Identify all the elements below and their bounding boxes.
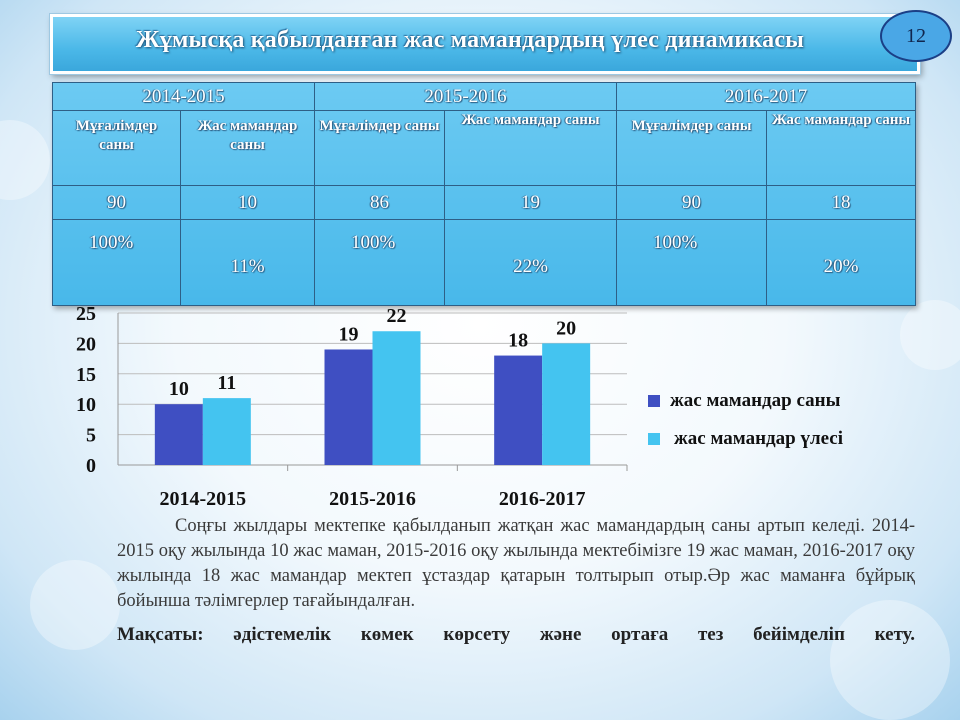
table-year-cell: 2015-2016	[314, 82, 618, 111]
y-tick-label: 5	[86, 425, 96, 447]
y-tick-label: 0	[86, 455, 96, 477]
bar	[372, 331, 421, 465]
bar-chart: 0 5 10 15 20 25 2014-2015 10 11 2015-2016 19 22 2016…	[76, 303, 628, 510]
table-percent-cell: 100%	[314, 219, 446, 306]
x-tick-label: 2015-2016	[329, 488, 416, 510]
bar	[154, 404, 203, 465]
table-count-cell: 90	[616, 185, 768, 220]
legend-label: жас мамандар үлесі	[674, 428, 843, 449]
legend-swatch	[648, 433, 660, 445]
data-label: 20	[556, 317, 576, 339]
table-percent-cell: 100%	[616, 219, 768, 306]
y-tick-label: 20	[76, 333, 96, 355]
table-year-row: 2014-2015 2015-2016 2016-2017	[51, 82, 917, 111]
data-label: 11	[217, 372, 236, 394]
table-header-cell: Жас мамандар саны	[766, 110, 917, 186]
y-tick-label: 15	[76, 364, 96, 386]
table-header-row: Мұғалімдер саны Жас мамандар саны Мұғалі…	[52, 110, 917, 186]
bar	[324, 349, 373, 465]
title-banner: Жұмысқа қабылданған жас мамандардың үлес…	[50, 14, 920, 74]
table-year-cell: 2016-2017	[616, 82, 917, 111]
data-label: 10	[169, 378, 189, 400]
y-tick-label: 10	[76, 394, 96, 416]
x-tick-label: 2016-2017	[499, 488, 586, 510]
chart-legend: жас мамандар саны жас мамандар үлесі	[648, 382, 843, 458]
table-percent-cell: 20%	[766, 219, 917, 306]
table-count-cell: 19	[444, 185, 618, 220]
table-count-cell: 86	[314, 185, 446, 220]
page-number-badge: 12	[880, 10, 952, 62]
description-text: Соңғы жылдары мектепке қабылданып жатқан…	[117, 516, 915, 611]
legend-swatch	[648, 395, 660, 407]
table-year-cell: 2014-2015	[51, 82, 316, 111]
bar	[494, 355, 543, 465]
data-label: 19	[339, 323, 359, 345]
bar	[202, 398, 251, 465]
data-label: 18	[508, 330, 528, 352]
legend-item: жас мамандар саны	[648, 382, 843, 420]
data-table: 2014-2015 2015-2016 2016-2017 Мұғалімдер…	[51, 82, 917, 306]
bar	[542, 343, 591, 465]
legend-label: жас мамандар саны	[670, 390, 841, 411]
table-header-cell: Мұғалімдер саны	[52, 110, 181, 186]
page-title: Жұмысқа қабылданған жас мамандардың үлес…	[135, 27, 805, 53]
table-count-cell: 90	[52, 185, 181, 220]
table-header-cell: Мұғалімдер саны	[314, 110, 446, 186]
legend-item: жас мамандар үлесі	[648, 420, 843, 458]
table-percent-cell: 22%	[444, 219, 618, 306]
y-tick-label: 25	[76, 303, 96, 325]
table-header-cell: Мұғалімдер саны	[616, 110, 768, 186]
table-count-cell: 10	[179, 185, 316, 220]
table-percent-cell: 11%	[179, 219, 316, 306]
x-tick-label: 2014-2015	[159, 488, 246, 510]
description-paragraph: Соңғы жылдары мектепке қабылданып жатқан…	[117, 514, 915, 614]
table-percent-row: 100% 11% 100% 22% 100% 20%	[52, 219, 917, 306]
table-count-row: 90 10 86 19 90 18	[52, 185, 917, 220]
table-count-cell: 18	[766, 185, 917, 220]
data-label: 22	[387, 305, 407, 327]
table-header-cell: Жас мамандар саны	[444, 110, 618, 186]
table-percent-cell: 100%	[52, 219, 181, 306]
goal-statement: Мақсаты: әдістемелік көмек көрсету және …	[117, 624, 915, 645]
table-header-cell: Жас мамандар саны	[179, 110, 316, 186]
